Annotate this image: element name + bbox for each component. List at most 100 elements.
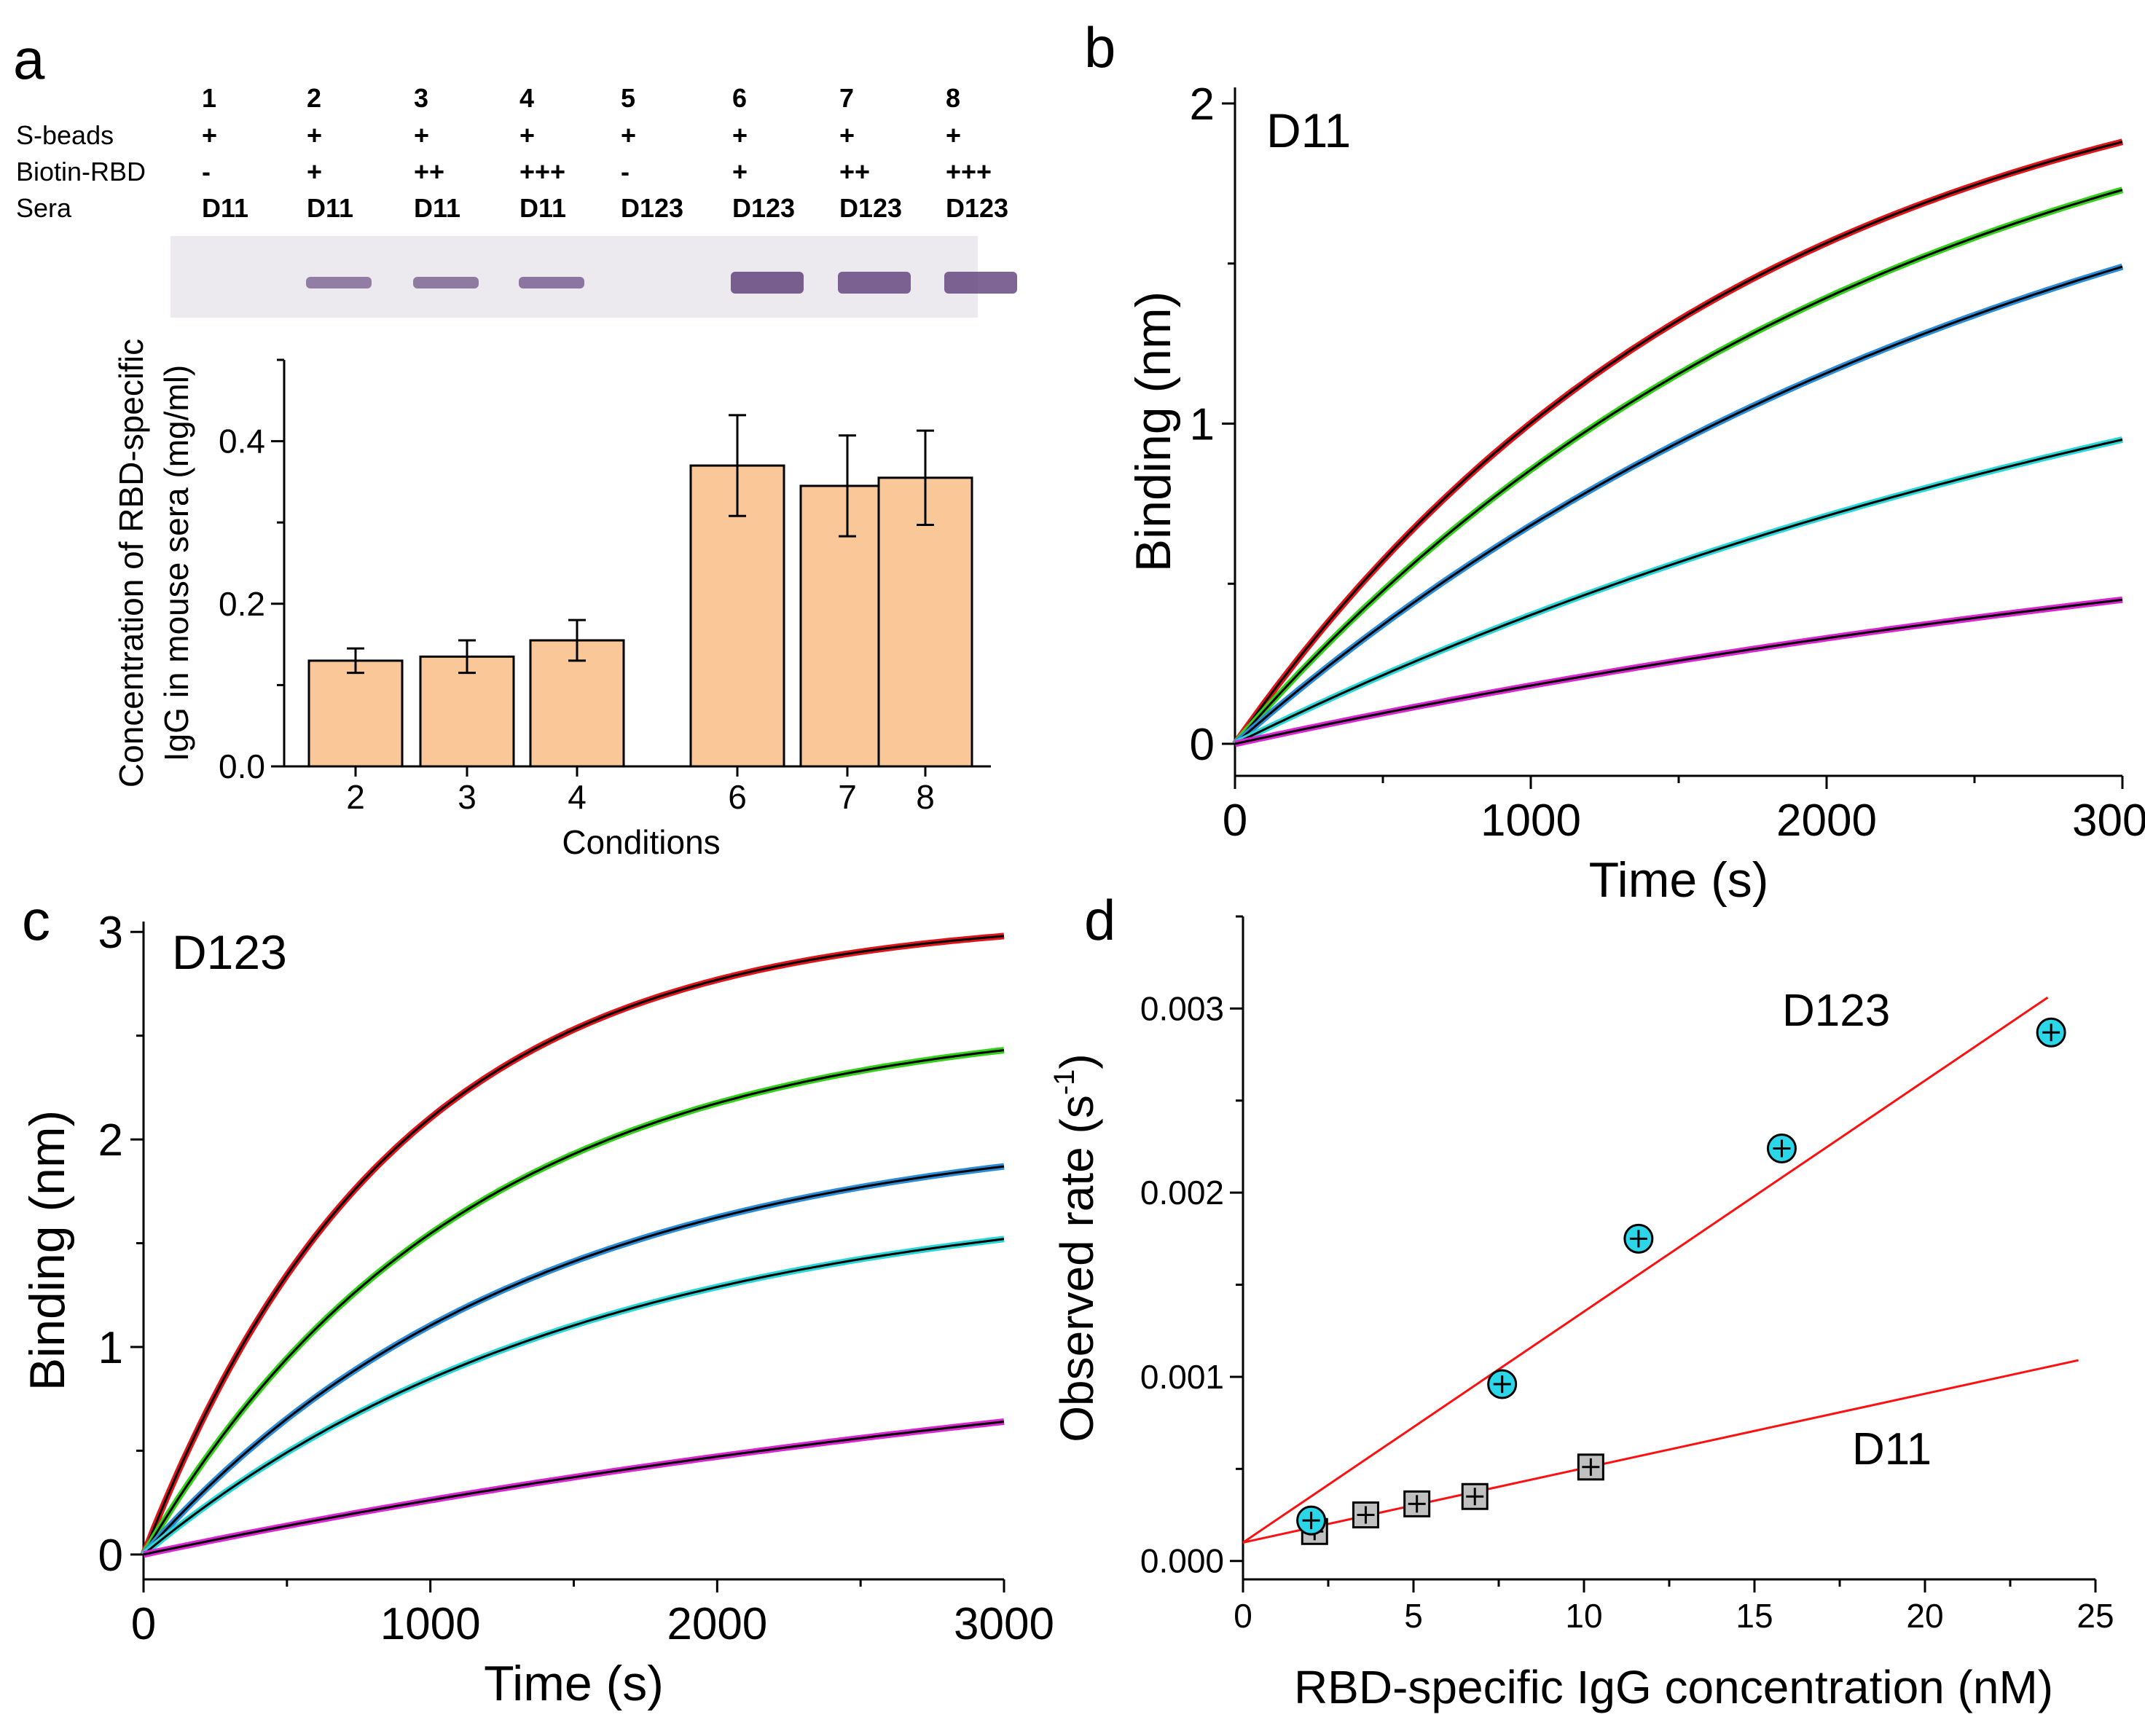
y-tick-label: 0.003	[1140, 989, 1224, 1027]
gel-band	[413, 277, 479, 288]
data-curve	[141, 1236, 1005, 1558]
series-label-d11: D11	[1852, 1424, 1932, 1474]
row-label-sera: Sera	[16, 193, 72, 223]
y-axis-label: Binding (nm)	[1126, 291, 1181, 573]
y-tick-label: 0.001	[1140, 1358, 1224, 1396]
x-tick-label: 8	[916, 778, 935, 816]
x-tick-label: 5	[1404, 1597, 1423, 1635]
x-tick-label: 3	[458, 778, 477, 816]
x-tick-label: 0	[1234, 1597, 1252, 1635]
x-tick-label: 1000	[380, 1599, 481, 1649]
lane-biotin-rbd: +	[307, 157, 322, 186]
lane-sera: D123	[839, 193, 902, 223]
chart-b-binding-d11: 0 1 2 0 1000 2000 3000 D11 Time (s) Binding (nm)	[1126, 79, 2145, 908]
data-curve	[141, 1163, 1005, 1557]
lane-number: 6	[732, 83, 747, 113]
y-tick-label: 1	[98, 1323, 123, 1373]
x-axis-label: Time (s)	[1589, 852, 1769, 908]
chart-a-bar: 0.0 0.2 0.4 2 3 4 6 7 8 Conditions Concentration o…	[112, 339, 991, 861]
x-tick-label: 0	[131, 1599, 156, 1649]
y-tick-label: 0	[1190, 720, 1215, 770]
gel-band	[306, 277, 372, 288]
lane-biotin-rbd: -	[621, 157, 630, 186]
lane-number: 8	[946, 83, 960, 113]
fit-curve	[1234, 439, 2123, 745]
y-tick-label: 0	[98, 1531, 123, 1581]
gel-band	[838, 272, 911, 294]
lane-sera: D11	[519, 193, 566, 223]
lane-sera: D123	[732, 193, 795, 223]
lane-number: 5	[621, 83, 635, 113]
lane-sera: D11	[307, 193, 353, 223]
gel-band	[944, 272, 1017, 294]
x-tick-label: 15	[1736, 1597, 1773, 1635]
x-tick-label: 4	[568, 778, 587, 816]
fit-curve	[143, 1238, 1005, 1555]
x-tick-label: 2	[346, 778, 365, 816]
fit-curve	[143, 1421, 1005, 1556]
fit-curve	[1234, 265, 2123, 745]
fit-curve	[1234, 598, 2123, 745]
data-curve	[1233, 263, 2124, 747]
fit-line-d123	[1242, 996, 2049, 1544]
x-axis-label: Conditions	[562, 823, 720, 861]
x-tick-label: 3000	[2072, 796, 2145, 846]
lane-biotin-rbd: -	[202, 157, 211, 186]
y-tick-label: 2	[1190, 79, 1215, 130]
lane-sera: D11	[414, 193, 460, 223]
series-label-d123: D123	[1782, 986, 1890, 1036]
y-tick-label: 3	[98, 908, 123, 958]
lane-beads: +	[621, 120, 636, 150]
fit-curve	[142, 1165, 1005, 1555]
y-tick-label: 0.002	[1140, 1174, 1224, 1211]
lane-beads: +	[307, 120, 322, 150]
fit-curve	[1234, 141, 2123, 745]
lane-beads: +	[732, 120, 748, 150]
lane-sera: D123	[621, 193, 683, 223]
data-curve	[1234, 596, 2123, 747]
fit-curve	[142, 1049, 1005, 1555]
bar	[419, 655, 515, 768]
panel-c-letter: c	[22, 888, 50, 952]
x-tick-label: 2000	[1776, 796, 1877, 846]
lane-beads: +	[519, 120, 535, 150]
fit-curve	[1234, 189, 2123, 745]
x-tick-label: 6	[728, 778, 747, 816]
x-tick-label: 3000	[954, 1599, 1054, 1649]
y-axis-label: Observed rate (s-1)	[1048, 1053, 1103, 1442]
x-axis-label: Time (s)	[484, 1656, 664, 1711]
y-tick-label: 0.0	[219, 747, 265, 785]
lane-number: 1	[202, 83, 216, 113]
panel-a-letter: a	[13, 27, 45, 91]
data-curve	[143, 1418, 1005, 1558]
lane-biotin-rbd: ++	[839, 157, 870, 186]
x-tick-label: 0	[1223, 796, 1247, 846]
lane-beads: +	[839, 120, 855, 150]
chart-c-binding-d123: 0 1 2 3 0 1000 2000 3000 D123 Time (s) Binding (nm…	[20, 908, 1054, 1711]
row-label-biotin-rbd: Biotin-RBD	[16, 157, 146, 186]
lane-beads: +	[202, 120, 217, 150]
row-label-s-beads: S-beads	[16, 120, 114, 150]
x-tick-label: 25	[2077, 1597, 2114, 1635]
y-tick-label: 0.4	[219, 423, 265, 460]
y-axis-label-line2: IgG in mouse sera (mg/ml)	[157, 365, 195, 761]
y-tick-label: 1	[1190, 400, 1215, 450]
data-curve	[1234, 436, 2123, 747]
lane-sera: D123	[946, 193, 1008, 223]
lane-number: 3	[414, 83, 428, 113]
lane-number: 7	[839, 83, 854, 113]
x-axis-label: RBD-specific IgG concentration (nM)	[1294, 1661, 2053, 1713]
western-blot-gel	[170, 236, 1017, 318]
panel-b-letter: b	[1084, 15, 1115, 79]
inset-label: D11	[1266, 103, 1351, 157]
gel-band	[731, 272, 804, 294]
lane-biotin-rbd: +++	[946, 157, 992, 186]
inset-label: D123	[172, 925, 287, 979]
condition-table: S-beads Biotin-RBD Sera 1+-D112++D113+++…	[16, 83, 1008, 223]
lane-number: 2	[307, 83, 321, 113]
lane-number: 4	[519, 83, 534, 113]
y-tick-label: 2	[98, 1115, 123, 1166]
fit-curve	[142, 935, 1005, 1555]
lane-biotin-rbd: +	[732, 157, 748, 186]
